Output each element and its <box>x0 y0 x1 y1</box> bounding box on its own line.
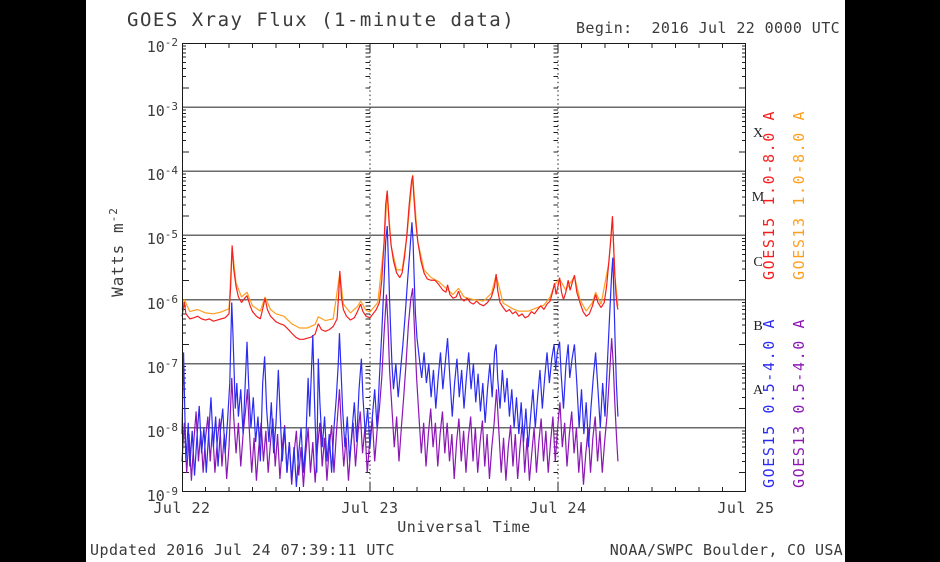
legend-goes15-0-5-4-0-a: GOES15 0.5-4.0 A <box>760 317 778 488</box>
flare-class-label-x: X <box>752 126 764 142</box>
y-tick-label-10e-3: 10-3 <box>146 100 178 121</box>
begin-timestamp: Begin: 2016 Jul 22 0000 UTC <box>576 19 841 37</box>
y-axis-label: Watts m-2 <box>106 207 128 297</box>
y-tick-label-10e-6: 10-6 <box>146 292 178 313</box>
flare-class-label-a: A <box>752 382 764 398</box>
legend-goes13-1-0-8-0-a: GOES13 1.0-8.0 A <box>790 109 808 280</box>
plot-area <box>181 43 746 492</box>
flare-class-label-c: C <box>753 254 763 270</box>
chart-title: GOES Xray Flux (1-minute data) <box>127 9 516 31</box>
x-tick-label-jul-23: Jul 23 <box>341 499 399 517</box>
series-goes13-0-5-4-0-a <box>181 288 619 487</box>
y-tick-label-10e-2: 10-2 <box>146 36 178 56</box>
series-goes13-1-0-8-0-a <box>181 174 619 329</box>
x-tick-label-jul-22: Jul 22 <box>153 499 211 517</box>
series-goes15-1-0-8-0-a <box>181 175 619 340</box>
series-goes15-0-5-4-0-a <box>181 222 619 487</box>
left-black-bar <box>0 0 86 562</box>
source-credit: NOAA/SWPC Boulder, CO USA <box>609 541 843 559</box>
flare-class-label-m: M <box>751 190 765 206</box>
y-tick-label-10e-4: 10-4 <box>146 164 178 185</box>
plot-svg <box>181 43 746 492</box>
x-tick-label-jul-24: Jul 24 <box>529 499 587 517</box>
updated-timestamp: Updated 2016 Jul 24 07:39:11 UTC <box>90 541 395 559</box>
flare-class-label-b: B <box>753 318 763 334</box>
legend-goes13-0-5-4-0-a: GOES13 0.5-4.0 A <box>790 317 808 488</box>
y-tick-label-10e-8: 10-8 <box>146 420 178 441</box>
y-tick-label-10e-9: 10-9 <box>146 485 178 505</box>
legend-goes15-1-0-8-0-a: GOES15 1.0-8.0 A <box>760 109 778 280</box>
y-tick-label-10e-5: 10-5 <box>146 228 178 249</box>
x-tick-label-jul-25: Jul 25 <box>717 499 775 517</box>
right-black-bar <box>845 0 940 562</box>
x-axis-label: Universal Time <box>397 518 531 536</box>
y-tick-label-10e-7: 10-7 <box>146 356 178 377</box>
